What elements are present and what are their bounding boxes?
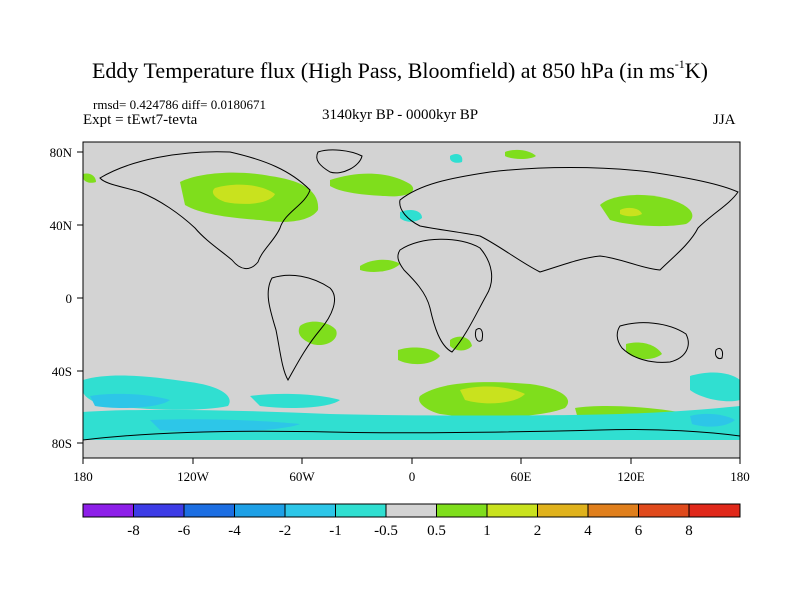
colorbar-box	[284, 503, 336, 518]
colorbar-box	[486, 503, 538, 518]
colorbar-label: -6	[178, 523, 191, 539]
coastlines	[83, 149, 740, 441]
core-north-america	[212, 184, 275, 204]
patch-barents	[450, 154, 463, 163]
patch-south-pacific-east	[250, 393, 340, 408]
lat-tick-label: 80N	[50, 145, 73, 160]
coast-greenland	[316, 149, 363, 174]
colorbar-label: 0.5	[427, 523, 446, 539]
lon-tick-label: 120E	[617, 469, 645, 484]
core-southern-ocean	[460, 386, 525, 404]
lon-tick-label: 180	[73, 469, 93, 484]
lat-tick-label: 40N	[50, 218, 73, 233]
strong-positive-patches	[212, 184, 642, 404]
colorbar-box	[335, 503, 387, 518]
patch-north-pacific	[600, 194, 693, 227]
lon-tick-label: 0	[409, 469, 416, 484]
patch-alaska	[83, 173, 96, 183]
colorbar-box	[436, 503, 488, 518]
colorbar-box	[537, 503, 589, 518]
core-amundsen	[150, 419, 300, 432]
colorbar: -8 -6 -4 -2 -1 -0.5 0.5 1 2 4 6 8	[82, 503, 741, 539]
patch-mediterranean	[400, 210, 422, 222]
colorbar-label: -8	[127, 523, 140, 539]
colorbar-label: 6	[635, 523, 643, 539]
colorbar-label: 4	[584, 523, 592, 539]
season-label: JJA	[713, 112, 736, 128]
lon-tick-label: 180	[730, 469, 750, 484]
lon-tick-label: 60W	[289, 469, 315, 484]
coast-madagascar	[475, 327, 483, 342]
core-north-pacific	[620, 207, 642, 217]
core-south-pacific	[90, 393, 170, 408]
coast-australia	[616, 322, 689, 363]
moderate-negative-patches	[90, 393, 735, 432]
colorbar-box	[183, 503, 235, 518]
colorbar-label: -0.5	[374, 523, 398, 539]
experiment-label: Expt = tEwt7-tevta	[83, 112, 198, 128]
colorbar-box	[688, 503, 741, 518]
colorbar-box	[638, 503, 690, 518]
coast-south-america	[267, 274, 335, 381]
colorbar-label: 1	[483, 523, 491, 539]
colorbar-boxes	[82, 503, 741, 518]
chart-title-superscript: -1	[674, 56, 685, 71]
patch-tropical-atlantic	[360, 259, 400, 272]
chart-title: Eddy Temperature flux (High Pass, Bloomf…	[0, 56, 800, 84]
stats-label: rmsd= 0.424786 diff= 0.0180671	[93, 97, 266, 112]
chart-title-main: Eddy Temperature flux (High Pass, Bloomf…	[91, 58, 675, 83]
colorbar-label: -2	[279, 523, 292, 539]
patch-north-atlantic	[330, 173, 414, 197]
lat-tick-label: 40S	[52, 364, 72, 379]
core-ross	[690, 413, 735, 427]
coast-eurasia	[399, 167, 739, 273]
colorbar-label: 2	[534, 523, 542, 539]
patch-australia	[626, 342, 662, 360]
coast-new-zealand	[715, 347, 723, 359]
colorbar-box	[234, 503, 286, 518]
coast-north-america	[99, 151, 311, 269]
lat-tick-label: 80S	[52, 436, 72, 451]
lon-tick-label: 60E	[511, 469, 532, 484]
patch-south-africa-west	[398, 347, 440, 365]
chart-title-unit: K)	[684, 58, 708, 83]
colorbar-label: -4	[228, 523, 241, 539]
patch-tasman-sea	[690, 372, 740, 402]
colorbar-label: -1	[329, 523, 342, 539]
colorbar-box	[587, 503, 639, 518]
anomaly-field	[83, 149, 740, 441]
coast-antarctica	[83, 428, 740, 441]
patch-arctic	[505, 149, 536, 159]
colorbar-box	[82, 503, 134, 518]
axis-tick-marks	[77, 151, 741, 464]
lat-tick-label: 0	[66, 291, 73, 306]
coast-africa	[397, 238, 493, 353]
colorbar-box	[133, 503, 185, 518]
colorbar-label: 8	[685, 523, 693, 539]
lon-tick-label: 120W	[177, 469, 210, 484]
period-label: 3140kyr BP - 0000kyr BP	[322, 107, 479, 123]
colorbar-box	[385, 503, 437, 518]
